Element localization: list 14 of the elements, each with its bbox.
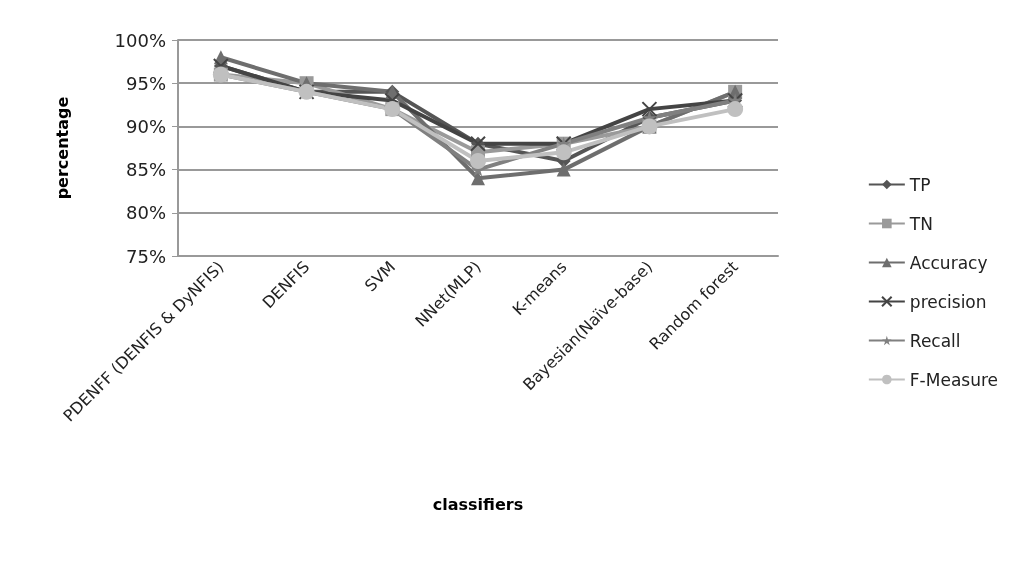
legend-label: TP [908,174,931,195]
y-tick-label: 90% [125,115,166,137]
y-tick-label: 100% [114,29,166,51]
y-tick-label: 75% [125,245,166,267]
legend-label: TN [908,213,933,234]
x-axis-title: classifiers [432,494,524,514]
legend-label: Recall [909,330,961,351]
y-axis-title: percentage [52,96,72,200]
y-tick-label: 80% [125,202,166,224]
legend-label: Accuracy [909,252,988,273]
legend-label: precision [909,291,987,312]
y-tick-label: 95% [125,72,166,94]
y-tick-label: 85% [125,159,166,181]
legend-label: F-Measure [909,369,999,390]
